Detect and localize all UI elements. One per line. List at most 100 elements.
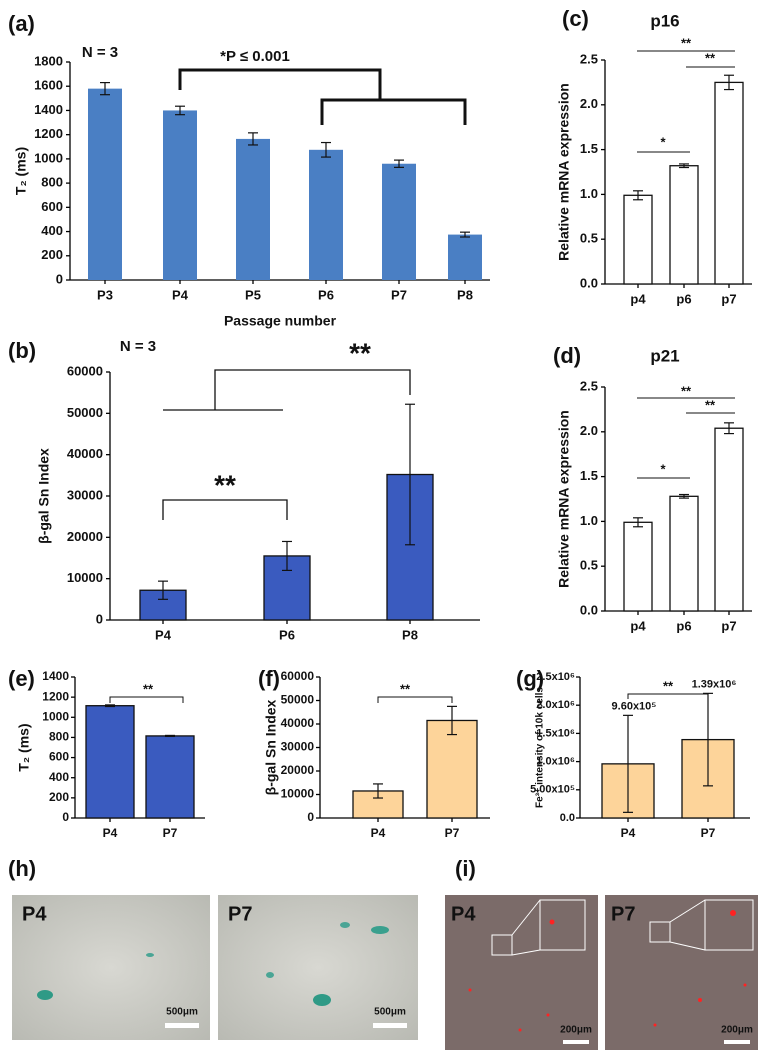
y-tick-label: 0.0	[580, 275, 598, 290]
y-tick-label: 800	[41, 175, 63, 190]
y-tick-label: 0	[56, 271, 63, 286]
bar	[669, 165, 699, 285]
x-tick-label: p4	[630, 618, 646, 633]
y-tick-label: 1800	[34, 53, 63, 68]
x-tick-label: p6	[676, 618, 691, 633]
x-axis-label: Passage number	[224, 313, 337, 329]
panel-label: (a)	[8, 11, 35, 36]
y-tick-label: 1400	[42, 669, 69, 683]
y-tick-label: 0	[96, 611, 103, 626]
x-tick-label: P6	[279, 627, 295, 642]
x-tick-label: P8	[457, 287, 473, 302]
zoom-inset	[539, 899, 586, 951]
y-tick-label: 5.00x10⁵	[530, 784, 575, 796]
y-tick-label: 1.5	[580, 141, 598, 156]
y-tick-label: 1.5	[580, 468, 598, 483]
x-tick-label: P7	[701, 826, 716, 840]
y-axis-label: β-gal Sn Index	[263, 699, 279, 795]
significance-bracket	[109, 696, 184, 703]
panel-label: (d)	[553, 343, 581, 368]
bar	[714, 81, 744, 285]
y-tick-label: 50000	[281, 693, 315, 707]
panel-label: (h)	[8, 856, 36, 881]
y-tick-label: 1200	[42, 689, 69, 703]
y-tick-label: 2.0	[580, 423, 598, 438]
x-tick-label: P6	[318, 287, 334, 302]
y-tick-label: 50000	[67, 405, 103, 420]
y-tick-label: 10000	[67, 570, 103, 585]
significance-bracket	[627, 693, 709, 699]
annotation: N = 3	[82, 44, 118, 61]
scale-bar	[165, 1023, 199, 1028]
zoom-line	[511, 949, 541, 956]
bar	[714, 427, 744, 612]
significance-bracket	[178, 68, 382, 100]
x-tick-label: P4	[155, 627, 172, 642]
dot	[468, 988, 472, 992]
x-tick-label: p4	[630, 291, 646, 306]
cell	[313, 994, 331, 1006]
panel-label: (i)	[455, 856, 476, 881]
scale-label: 500μm	[374, 1007, 406, 1018]
x-tick-label: P3	[97, 287, 113, 302]
panel-label: (b)	[8, 338, 36, 363]
cell	[340, 922, 350, 928]
y-tick-label: 0	[62, 810, 69, 824]
bar	[236, 138, 270, 280]
micrograph	[445, 895, 598, 1050]
y-tick-label: 2.0x10⁶	[536, 699, 575, 711]
image-panel-h: (h) P4 500μm P7 500μm	[8, 856, 418, 1040]
bar	[145, 735, 195, 819]
x-tick-label: P8	[402, 627, 418, 642]
panel-label: (g)	[516, 666, 544, 691]
y-axis-label: T₂ (ms)	[13, 147, 29, 195]
bar	[426, 719, 478, 819]
y-tick-label: 200	[49, 790, 69, 804]
y-tick-label: 2.5	[580, 51, 598, 66]
y-axis-label: T₂ (ms)	[16, 723, 32, 771]
scale-bar	[373, 1023, 407, 1028]
y-tick-label: 1400	[34, 102, 63, 117]
chart-title: p16	[650, 11, 679, 30]
y-tick-label: 1.0	[580, 513, 598, 528]
y-axis-label: Relative mRNA expression	[556, 410, 572, 588]
y-tick-label: 600	[41, 199, 63, 214]
image-label: P7	[228, 903, 252, 925]
x-tick-label: p7	[721, 618, 736, 633]
y-tick-label: 60000	[67, 363, 103, 378]
y-tick-label: 400	[49, 770, 69, 784]
scale-bar	[563, 1040, 589, 1044]
significance-bracket	[320, 98, 467, 125]
y-tick-label: 60000	[281, 669, 315, 683]
bar	[382, 163, 416, 280]
y-tick-label: 200	[41, 247, 63, 262]
y-tick-label: 0	[307, 810, 314, 824]
panel-label: (c)	[562, 6, 589, 31]
value-label: 9.60x10⁵	[612, 700, 657, 712]
zoom-box	[649, 921, 671, 943]
y-tick-label: 1000	[42, 709, 69, 723]
zoom-line	[669, 941, 706, 951]
annotation: **	[681, 35, 692, 50]
micrograph	[605, 895, 758, 1050]
y-tick-label: 1200	[34, 126, 63, 141]
x-tick-label: P4	[621, 826, 636, 840]
scale-bar	[724, 1040, 750, 1044]
micrograph	[218, 895, 418, 1040]
chart-title: p21	[650, 346, 679, 365]
y-tick-label: 600	[49, 750, 69, 764]
zoom-line	[669, 899, 706, 923]
y-tick-label: 0.0	[580, 602, 598, 617]
dot	[698, 998, 702, 1002]
zoom-inset	[704, 899, 754, 951]
x-tick-label: P4	[172, 287, 189, 302]
annotation: **	[663, 678, 674, 693]
scale-label: 200μm	[721, 1025, 753, 1036]
image-panel-i: (i) P4 200μm P7 200μm	[445, 856, 758, 1050]
dot	[743, 983, 747, 987]
y-tick-label: 30000	[281, 740, 315, 754]
y-tick-label: 1000	[34, 150, 63, 165]
annotation: **	[400, 681, 411, 696]
bar	[88, 88, 122, 281]
